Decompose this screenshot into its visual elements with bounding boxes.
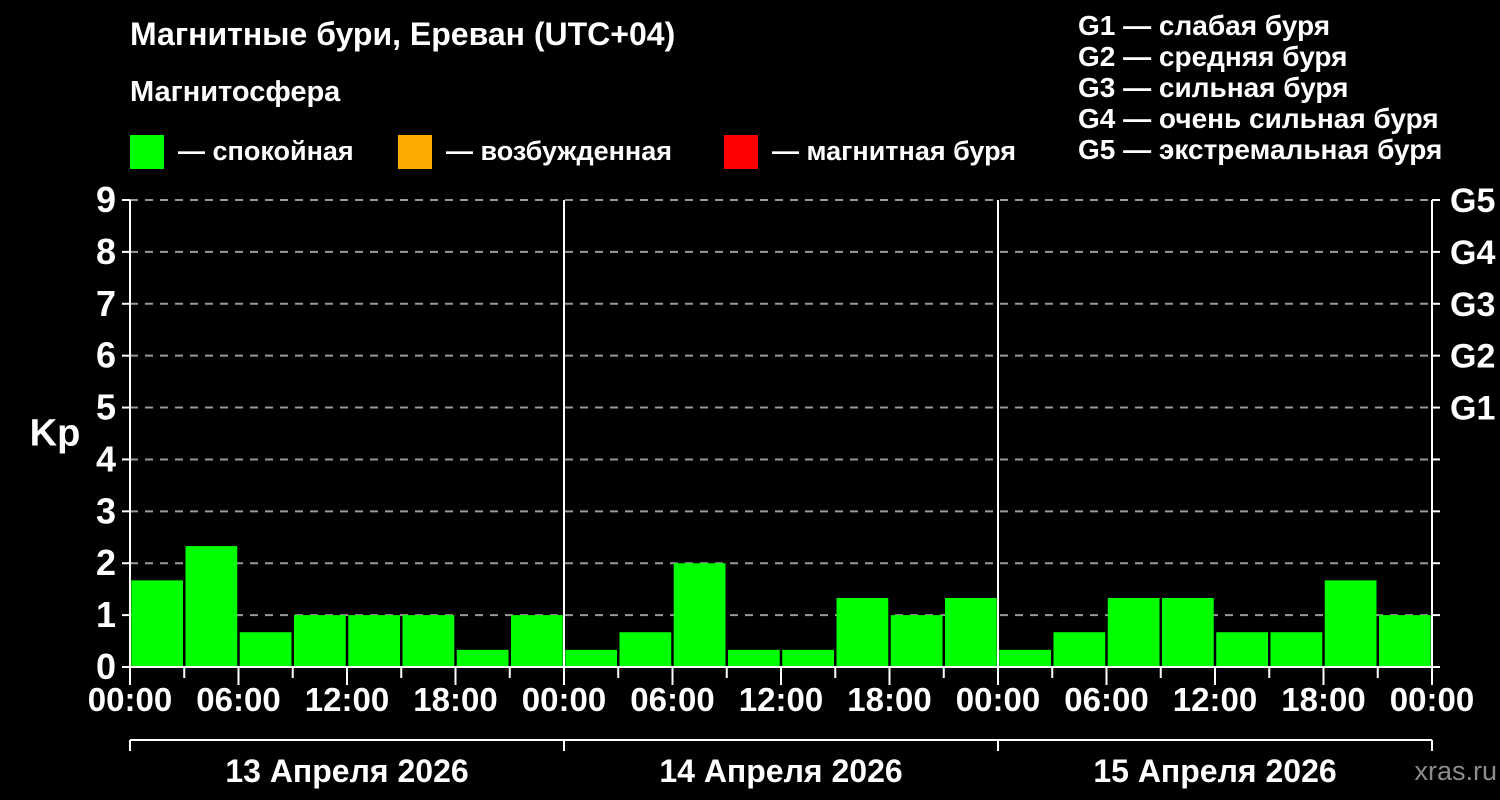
svg-text:18:00: 18:00	[847, 681, 931, 718]
svg-text:xras.ru: xras.ru	[1414, 756, 1497, 786]
svg-text:18:00: 18:00	[413, 681, 497, 718]
svg-text:2: 2	[96, 542, 116, 583]
svg-text:G3: G3	[1450, 286, 1495, 324]
svg-text:06:00: 06:00	[196, 681, 280, 718]
svg-text:6: 6	[96, 335, 116, 376]
svg-text:06:00: 06:00	[630, 681, 714, 718]
svg-text:1: 1	[96, 594, 116, 635]
svg-text:00:00: 00:00	[1390, 681, 1474, 718]
svg-text:4: 4	[96, 438, 116, 479]
svg-text:12:00: 12:00	[1173, 681, 1257, 718]
svg-text:8: 8	[96, 231, 116, 272]
svg-text:G4: G4	[1450, 234, 1495, 272]
svg-text:13 Апреля 2026: 13 Апреля 2026	[225, 753, 468, 789]
svg-text:G2: G2	[1450, 338, 1495, 376]
svg-text:12:00: 12:00	[739, 681, 823, 718]
svg-text:G1: G1	[1450, 390, 1495, 428]
svg-text:14 Апреля 2026: 14 Апреля 2026	[659, 753, 902, 789]
svg-text:18:00: 18:00	[1281, 681, 1365, 718]
svg-text:G5: G5	[1450, 182, 1495, 220]
svg-text:06:00: 06:00	[1064, 681, 1148, 718]
svg-text:9: 9	[96, 179, 116, 220]
svg-text:Kp: Kp	[30, 413, 81, 455]
svg-text:3: 3	[96, 490, 116, 531]
svg-text:15 Апреля 2026: 15 Апреля 2026	[1093, 753, 1336, 789]
svg-text:00:00: 00:00	[88, 681, 172, 718]
svg-text:5: 5	[96, 387, 116, 428]
svg-text:00:00: 00:00	[522, 681, 606, 718]
svg-text:7: 7	[96, 283, 116, 324]
svg-text:12:00: 12:00	[305, 681, 389, 718]
svg-text:00:00: 00:00	[956, 681, 1040, 718]
